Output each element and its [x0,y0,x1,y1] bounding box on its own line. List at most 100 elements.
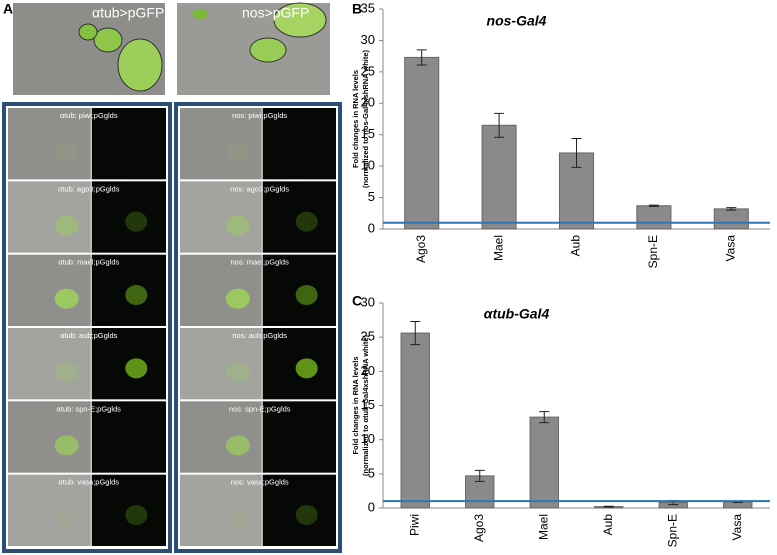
panel-label: A [3,1,13,17]
fluorescence-image [91,108,166,180]
egg-chamber [192,9,208,19]
egg-chamber [54,435,79,456]
gfp-signal [125,285,148,305]
y-tick-label: 25 [361,329,375,344]
error-bar [603,505,614,508]
y-tick-label: 15 [361,397,375,412]
genotype-label: αtub: piwi;pGglds [60,111,118,120]
fluorescence-image [262,108,336,180]
y-tick-label: 5 [368,189,375,204]
y-tick-label: 25 [361,63,375,78]
y-tick-label: 10 [361,158,375,173]
y-axis-label: (normalized to αtub-Gal4xshRNA white) [361,334,370,476]
gfp-signal [295,211,318,232]
y-tick-label: 20 [361,95,375,110]
gfp-signal [125,432,147,452]
brightfield-image [180,108,262,180]
gfp-signal [125,211,148,232]
panel-label: C [352,293,362,309]
egg-chamber [54,215,79,236]
egg-chamber [54,288,79,309]
egg-chamber [249,37,287,63]
fluorescence-image [262,401,336,473]
y-axis-label: Fold changes in RNA levels [351,356,360,454]
error-bar [474,469,485,482]
x-tick-label: Spn-E [665,514,679,547]
egg-chamber [117,38,163,92]
genotype-label: αtub: spn-E;pGglds [57,404,122,413]
x-tick-label: Aub [569,235,583,257]
egg-chamber [54,142,79,162]
genotype-label: αtub: ago3;pGglds [58,184,120,193]
genotype-label: nos: piwi;pGglds [232,111,287,120]
bar [400,332,430,509]
y-tick-label: 20 [361,363,375,378]
genotype-label: αtub>pGFP [92,5,164,21]
y-tick-label: 35 [361,0,375,15]
genotype-label: αtub: mael;pGglds [58,258,119,267]
gfp-signal [125,358,148,379]
x-tick-label: Mael [536,514,550,540]
genotype-label: nos: vasa;pGglds [231,478,289,487]
x-tick-label: Ago3 [414,235,428,263]
egg-chamber [225,435,250,456]
x-tick-label: Piwi [407,514,421,536]
gfp-signal [125,505,148,525]
bar [404,56,440,230]
fluorescence-image [91,474,166,546]
error-bar [539,411,550,424]
egg-chamber [225,142,250,162]
error-bar [410,320,421,346]
error-bar [726,207,737,211]
x-tick-label: Mael [491,235,505,261]
panel-label: B [352,1,362,17]
x-tick-label: Spn-E [646,235,660,268]
y-tick-label: 15 [361,126,375,141]
bar [481,124,517,230]
egg-chamber [54,508,79,529]
egg-chamber [93,27,123,53]
fluorescence-image [262,474,336,546]
bar [558,152,595,230]
egg-chamber [225,508,250,529]
fluorescence-image [91,401,166,473]
egg-chamber [273,2,327,38]
gfp-signal [295,505,318,525]
x-tick-label: Ago3 [472,514,486,542]
egg-chamber [225,362,250,382]
gfp-signal [296,138,318,158]
genotype-label: nos: ago3;pGglds [230,184,289,193]
x-tick-label: Vasa [730,514,744,541]
error-bar [571,137,582,168]
genotype-label: αtub: vasa;pGglds [58,478,119,487]
chart-title: αtub-Gal4 [484,306,550,322]
y-tick-label: 5 [368,465,375,480]
brightfield-image [8,181,91,253]
genotype-label: nos: aub;pGglds [232,331,287,340]
gfp-signal [295,358,318,379]
brightfield-image [8,108,91,180]
y-tick-label: 30 [361,294,375,309]
y-axis-label: Fold changes in RNA levels [351,70,360,168]
bar [529,416,559,509]
egg-chamber [54,362,79,382]
y-axis-label: (normalized to nos-Gal4xshRNA white) [361,49,370,188]
y-tick-label: 10 [361,431,375,446]
gfp-signal [295,285,318,305]
fluorescence-image [91,181,166,253]
bar [713,208,749,230]
y-tick-label: 0 [368,499,375,514]
genotype-label: nos: spn-E;pGglds [229,404,291,413]
error-bar [494,112,505,138]
brightfield-image [8,474,91,546]
brightfield-image [8,328,91,400]
brightfield-image [8,401,91,473]
y-tick-label: 0 [368,220,375,235]
chart-title: nos-Gal4 [487,13,547,29]
genotype-label: nos>pGFP [242,5,309,21]
brightfield-image [180,181,262,253]
egg-chamber [225,288,250,309]
error-bar [416,49,427,66]
error-bar [648,204,659,207]
